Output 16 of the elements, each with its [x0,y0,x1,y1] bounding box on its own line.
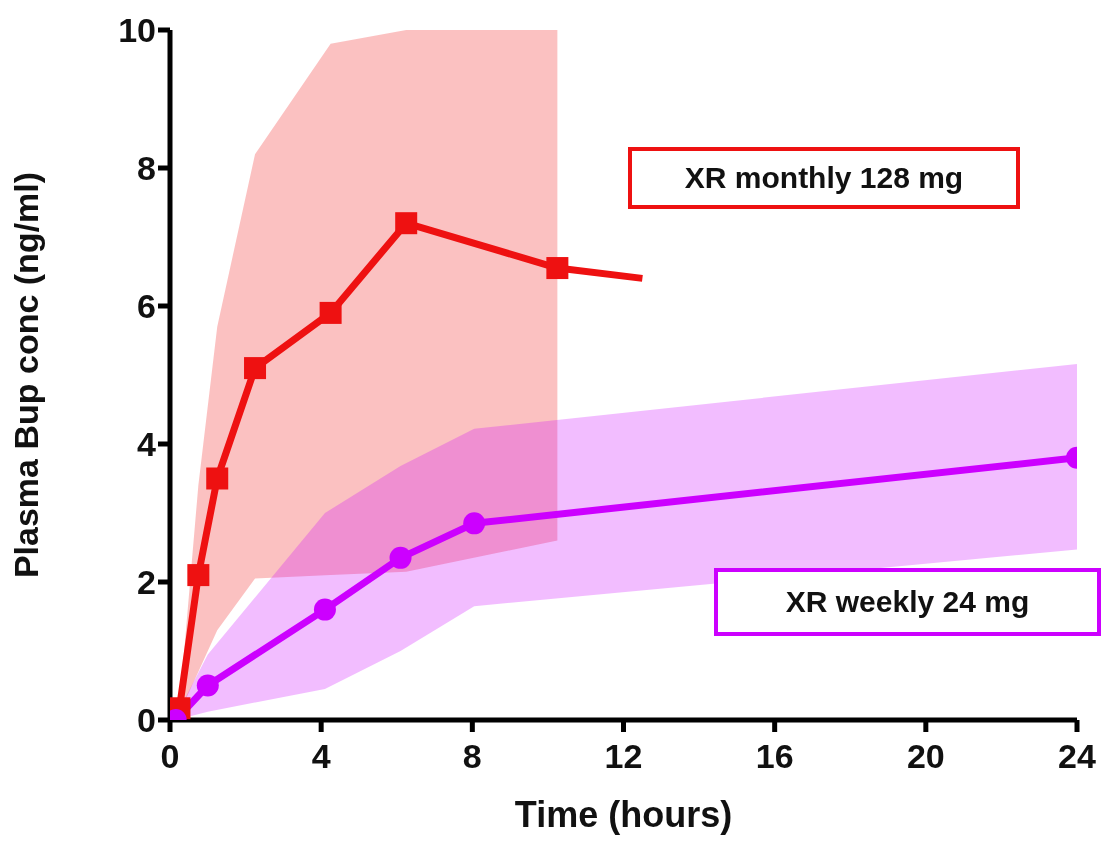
y-tick-label: 2 [137,563,156,602]
x-tick-label: 16 [755,737,794,776]
text: XR weekly 24 mg [714,568,1101,636]
y-tick-label: 4 [137,425,157,464]
x-tick-label: 24 [1058,737,1096,776]
y-axis-title: Plasma Bup conc (ng/ml) [7,171,46,579]
x-tick-label: 8 [462,737,482,776]
x-axis-title: Time (hours) [514,794,733,835]
y-tick-label: 8 [137,149,156,188]
y-tick-label: 10 [118,11,156,50]
text: XR monthly 128 mg [628,147,1020,209]
y-tick-label: 0 [137,701,156,740]
x-tick-label: 20 [906,737,945,776]
x-tick-label: 12 [604,737,643,776]
y-tick-label: 6 [137,287,156,326]
x-tick-label: 4 [311,737,331,776]
